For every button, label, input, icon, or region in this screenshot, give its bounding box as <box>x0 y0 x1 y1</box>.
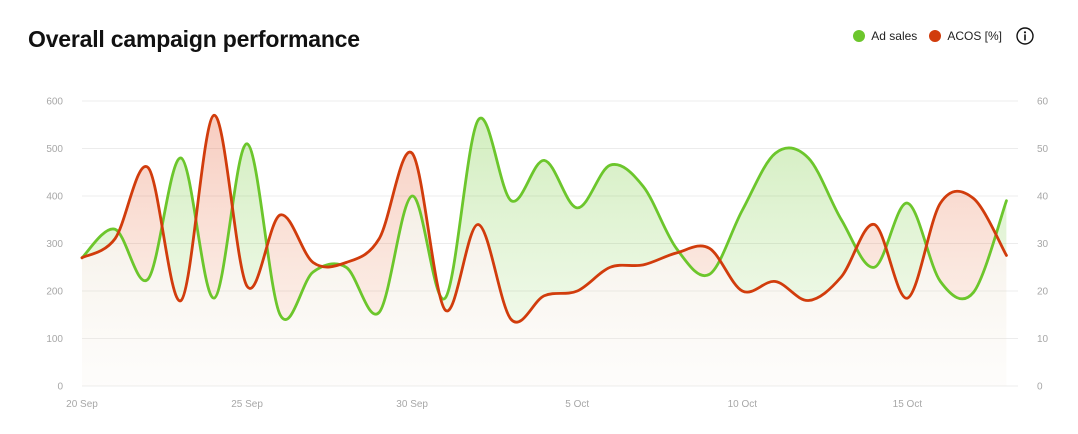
legend-item-ad-sales[interactable]: Ad sales <box>853 29 917 43</box>
y-left-tick-label: 200 <box>46 287 63 298</box>
x-tick-label: 20 Sep <box>66 399 98 410</box>
y-left-tick-label: 300 <box>46 239 63 250</box>
legend-item-acos[interactable]: ACOS [%] <box>929 29 1002 43</box>
legend-dot-ad-sales <box>853 30 866 42</box>
y-right-tick-label: 10 <box>1037 334 1049 345</box>
area-fills <box>82 115 1007 386</box>
info-icon[interactable] <box>1016 27 1034 45</box>
legend-label-ad-sales: Ad sales <box>871 29 918 43</box>
x-tick-label: 30 Sep <box>396 399 428 410</box>
y-right-tick-label: 0 <box>1037 382 1043 393</box>
legend-label-acos: ACOS [%] <box>947 29 1002 43</box>
y-left-tick-label: 500 <box>46 144 63 155</box>
y-left-tick-label: 400 <box>46 192 63 203</box>
x-tick-label: 10 Oct <box>728 399 758 410</box>
y-left-tick-label: 0 <box>57 382 63 393</box>
y-left-tick-label: 100 <box>46 334 63 345</box>
x-tick-label: 25 Sep <box>231 399 263 410</box>
ad-sales-line[interactable] <box>80 116 1008 321</box>
series-lines <box>80 113 1008 324</box>
x-axis: 20 Sep 25 Sep 30 Sep 5 Oct 10 Oct 15 Oct <box>66 399 922 410</box>
chart-legend: Ad sales ACOS [%] <box>853 27 1034 45</box>
y-right-tick-label: 30 <box>1037 239 1049 250</box>
y-axis-right: 0 10 20 30 40 50 60 <box>1037 97 1049 393</box>
legend-dot-acos <box>929 30 942 42</box>
y-axis-left: 0 100 200 300 400 500 600 <box>46 97 63 393</box>
x-tick-label: 15 Oct <box>893 399 923 410</box>
y-right-tick-label: 20 <box>1037 287 1049 298</box>
x-tick-label: 5 Oct <box>565 399 589 410</box>
y-right-tick-label: 50 <box>1037 144 1049 155</box>
acos-line[interactable] <box>80 113 1008 324</box>
y-right-tick-label: 40 <box>1037 192 1049 203</box>
y-left-tick-label: 600 <box>46 97 63 108</box>
y-right-tick-label: 60 <box>1037 97 1049 108</box>
chart-title: Overall campaign performance <box>28 26 360 52</box>
